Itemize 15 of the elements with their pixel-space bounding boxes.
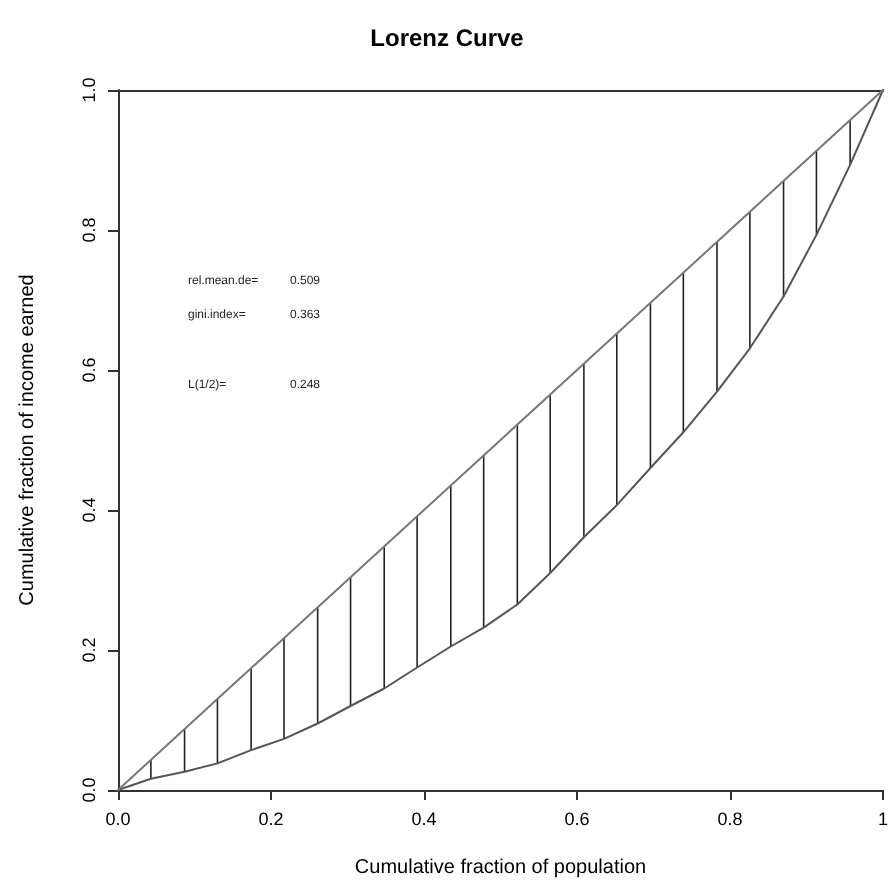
y-tick-label: 0.6 [79, 357, 99, 383]
x-tick-label: 0.8 [717, 809, 743, 829]
x-tick-label: 0.6 [564, 809, 590, 829]
y-axis-title: Cumulative fraction of income earned [17, 274, 39, 606]
x-tick-label: 0.2 [258, 809, 284, 829]
y-tick-label: 0.4 [79, 497, 99, 523]
y-tick-label: 1.0 [79, 77, 99, 103]
y-tick-label: 0.0 [79, 777, 99, 803]
x-tick-label: 0.0 [105, 809, 131, 829]
x-tick-label: 0.4 [411, 809, 437, 829]
chart-title: Lorenz Curve [370, 24, 525, 52]
y-tick-label: 0.8 [79, 217, 99, 243]
x-tick-label: 1 [877, 809, 889, 829]
y-tick-label: 0.2 [79, 637, 99, 663]
x-axis-title: Cumulative fraction of population [354, 857, 647, 879]
